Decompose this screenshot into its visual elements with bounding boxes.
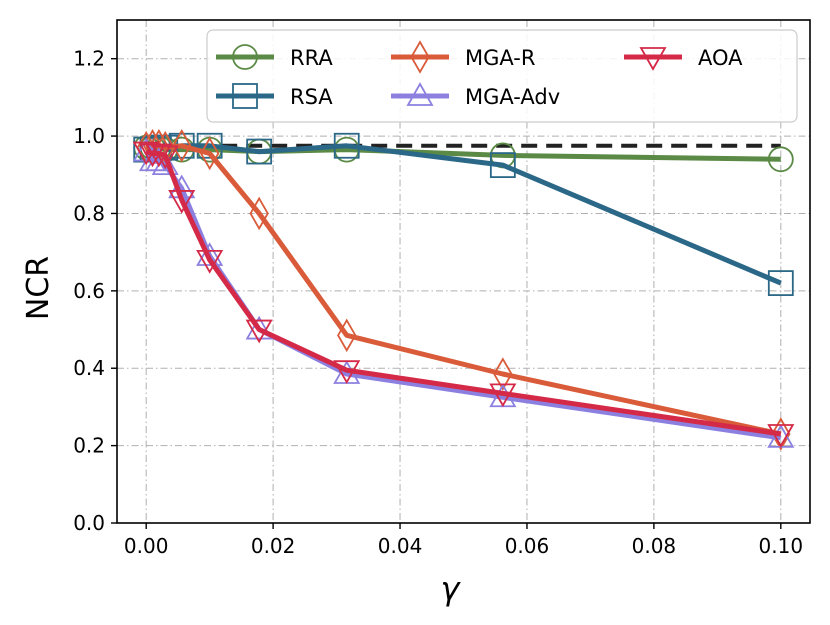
data-point-rsa-5 — [196, 132, 223, 159]
x-axis-title: γ — [441, 570, 462, 608]
legend-label-rsa: RSA — [290, 85, 333, 109]
series-aoa — [132, 141, 795, 448]
y-tick-label-6: 1.2 — [73, 47, 105, 71]
data-point-rsa-8 — [489, 152, 516, 178]
data-point-rsa-6 — [246, 138, 273, 165]
data-point-mga-r-6 — [249, 196, 269, 231]
y-tick-label-5: 1.0 — [73, 124, 105, 148]
y-tick-label-3: 0.6 — [73, 279, 105, 303]
y-tick-label-2: 0.4 — [73, 356, 105, 380]
y-tick-label-1: 0.2 — [73, 434, 105, 458]
x-tick-label-4: 0.08 — [632, 534, 677, 558]
data-point-mga-adv-5 — [196, 242, 224, 266]
x-tick-label-3: 0.06 — [505, 534, 550, 558]
legend-marker-rra — [232, 44, 258, 70]
x-tick-label-0: 0.00 — [124, 534, 169, 558]
legend-label-mga-adv: MGA-Adv — [465, 85, 560, 109]
x-tick-label-5: 0.10 — [759, 534, 804, 558]
legend: RRA RSA MGA-R MGA-Adv AOA — [206, 29, 798, 123]
data-point-aoa-7 — [333, 360, 361, 384]
plot-frame — [116, 19, 811, 524]
series-layer — [132, 128, 795, 451]
data-point-mga-r-9 — [771, 417, 791, 451]
data-point-aoa-6 — [245, 319, 273, 344]
data-point-aoa-3 — [151, 145, 179, 170]
data-point-aoa-5 — [196, 249, 224, 274]
y-tick-label-0: 0.0 — [73, 511, 105, 535]
legend-marker-mga-r — [410, 40, 430, 74]
axes: 0.00 0.02 0.04 0.06 0.08 0.10 0.0 0.2 0.4 0.6 0.8 1… — [73, 47, 803, 558]
data-point-mga-r-5 — [199, 136, 220, 171]
data-point-aoa-8 — [489, 383, 517, 408]
x-tick-label-1: 0.02 — [251, 534, 296, 558]
data-point-mga-r-7 — [337, 318, 357, 353]
y-tick-label-4: 0.8 — [73, 201, 105, 225]
x-tick-label-2: 0.04 — [378, 534, 423, 558]
data-point-aoa-2 — [145, 143, 173, 168]
legend-box — [206, 29, 798, 123]
data-point-mga-r-4 — [172, 128, 192, 163]
legend-label-rra: RRA — [290, 46, 333, 70]
series-line-aoa — [145, 149, 782, 437]
data-point-aoa-4 — [168, 190, 196, 214]
data-point-mga-r-8 — [493, 357, 513, 391]
data-point-rra-9 — [767, 146, 794, 173]
data-point-rsa-7 — [333, 132, 360, 159]
legend-marker-aoa — [639, 47, 667, 71]
legend-marker-rsa — [232, 83, 258, 109]
data-point-mga-adv-6 — [245, 315, 273, 340]
data-point-aoa-9 — [767, 424, 795, 448]
y-axis-title: NCR — [21, 256, 56, 320]
legend-label-aoa: AOA — [698, 46, 743, 70]
legend-label-mga-r: MGA-R — [465, 46, 535, 70]
data-point-rsa-9 — [767, 270, 794, 297]
legend-marker-mga-adv — [406, 82, 434, 106]
